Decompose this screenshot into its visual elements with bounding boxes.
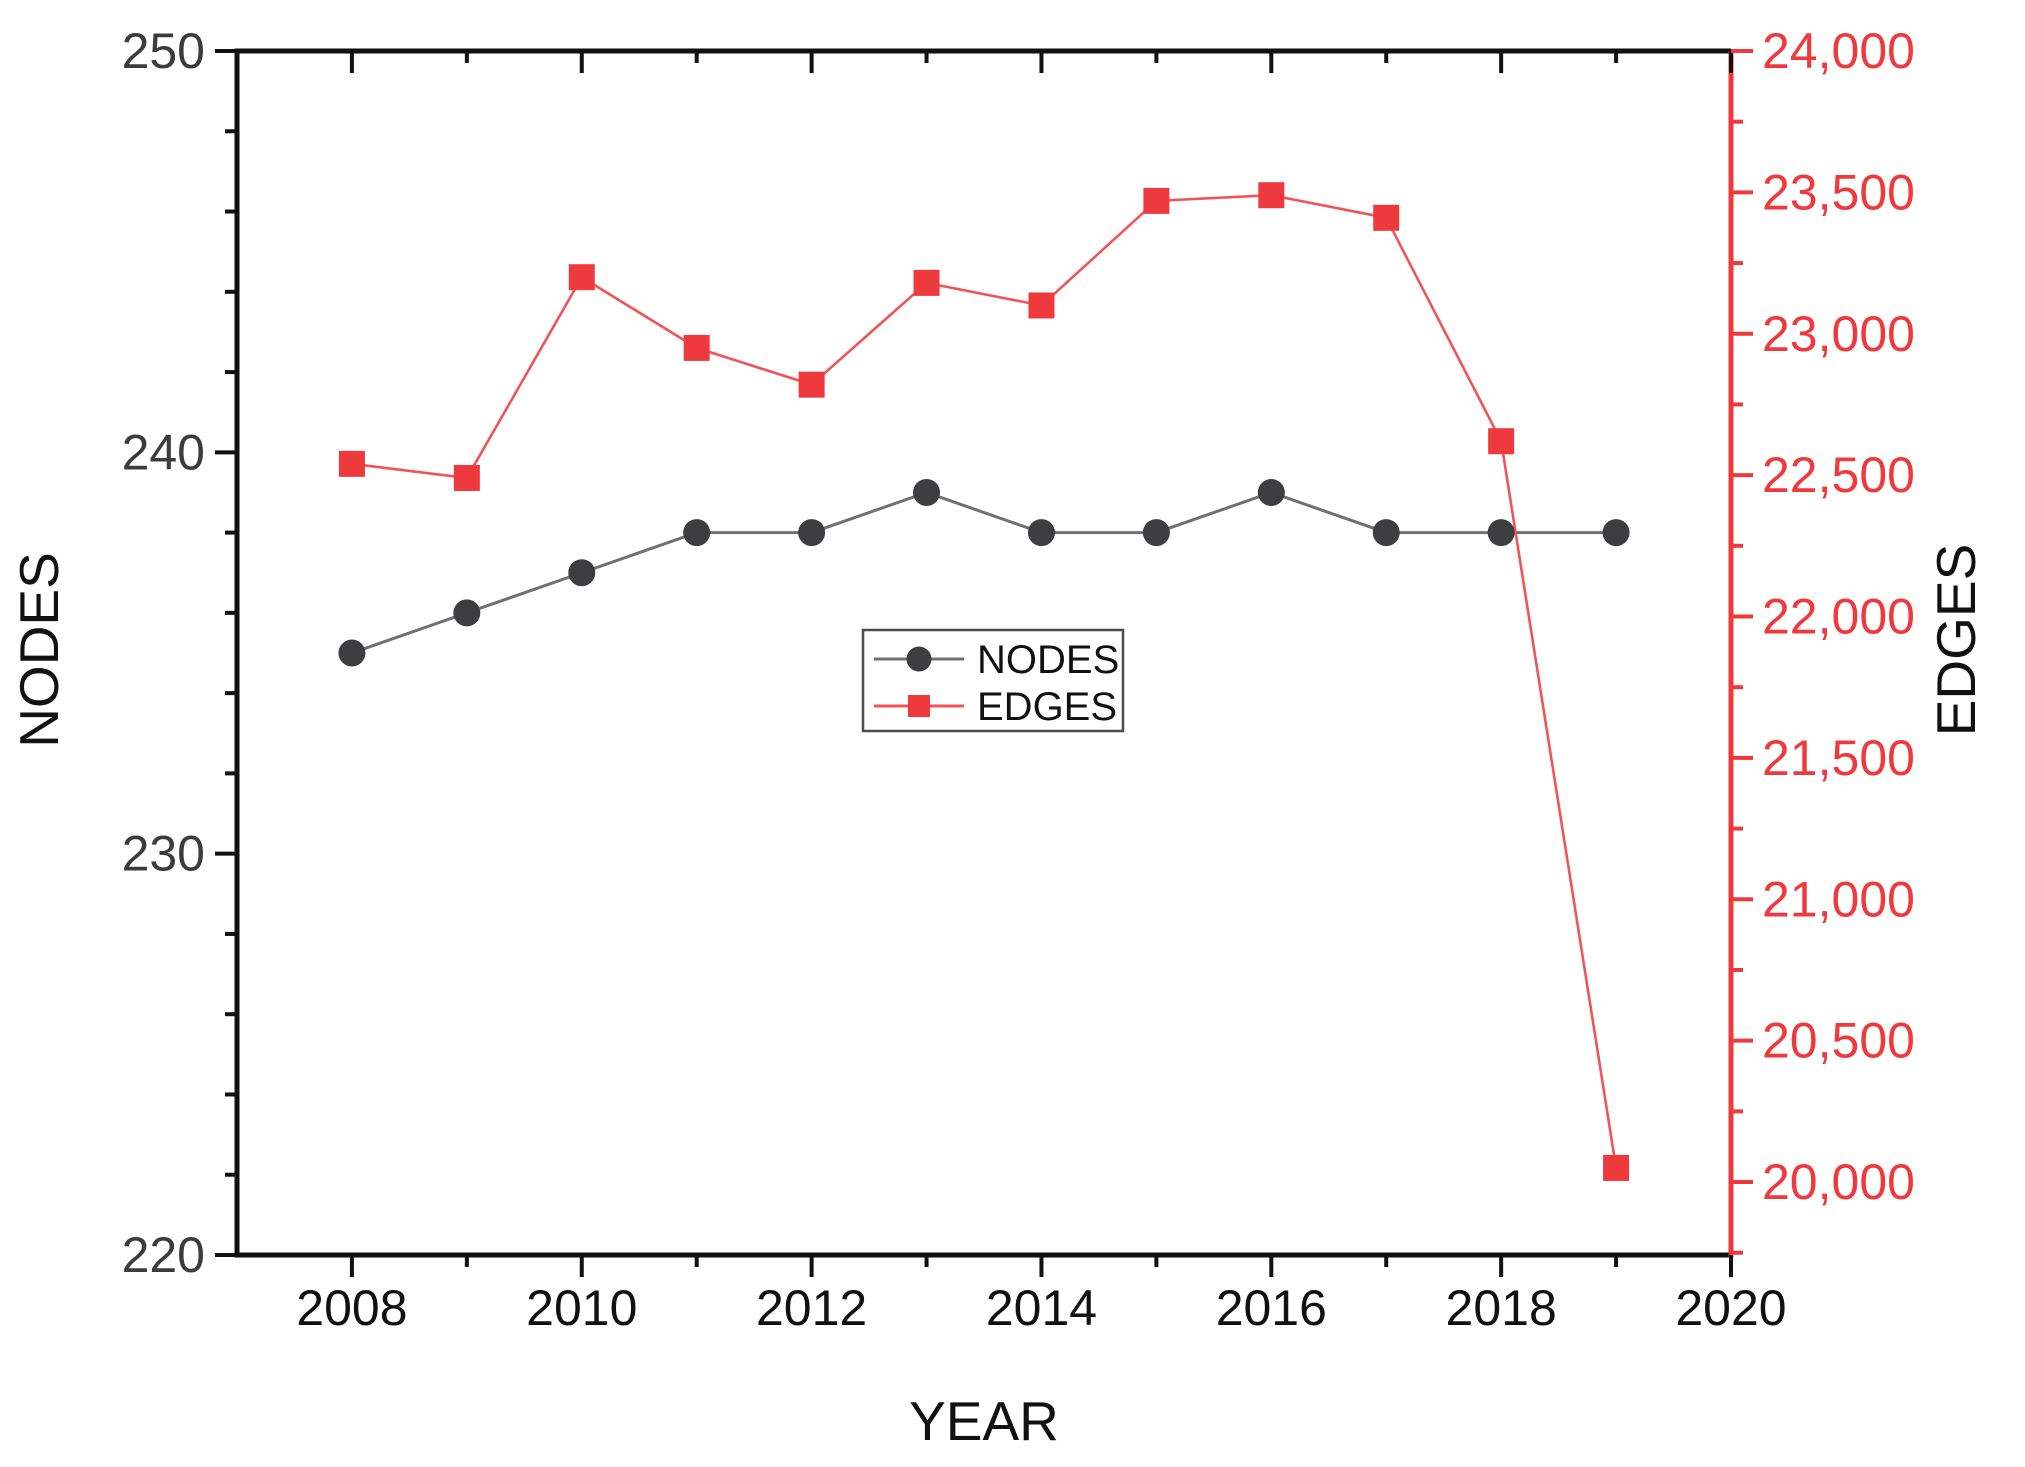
nodes-data-point: [798, 519, 826, 547]
nodes-data-point: [1487, 519, 1515, 547]
nodes-data-point: [1372, 519, 1400, 547]
x-axis-title: YEAR: [909, 1390, 1059, 1452]
right-tick-label: 22,000: [1762, 589, 1915, 645]
x-tick-label: 2014: [986, 1280, 1097, 1336]
edges-data-point: [1143, 187, 1170, 214]
left-tick-label: 220: [122, 1227, 205, 1283]
edges-data-point: [798, 371, 825, 398]
edges-data-point: [683, 334, 710, 361]
x-tick-label: 2010: [526, 1280, 637, 1336]
legend-entry-edges: EDGES: [874, 685, 1117, 729]
legend-nodes-marker-icon: [906, 646, 932, 672]
plot-area: 2008 2010 2012 2014 2016 2018 2020 220 230 240 250…: [122, 23, 1915, 1336]
edges-data-point: [568, 264, 595, 291]
edges-data-point: [1258, 182, 1285, 209]
nodes-data-point: [1142, 519, 1170, 547]
left-tick-label: 240: [122, 424, 205, 480]
nodes-data-point: [338, 639, 366, 667]
right-tick-label: 23,000: [1762, 306, 1915, 362]
nodes-data-point: [913, 478, 941, 506]
x-tick-label: 2012: [756, 1280, 867, 1336]
x-tick-label: 2008: [296, 1280, 407, 1336]
nodes-data-point: [1257, 478, 1285, 506]
right-tick-label: 23,500: [1762, 164, 1915, 220]
legend-entry-nodes: NODES: [874, 638, 1119, 682]
edges-data-point: [1028, 292, 1055, 319]
right-tick-label: 20,000: [1762, 1154, 1915, 1210]
legend-edges-label: EDGES: [977, 685, 1117, 729]
right-tick-label: 24,000: [1762, 23, 1915, 79]
left-axis-title: NODES: [8, 552, 70, 748]
x-tick-label: 2018: [1446, 1280, 1557, 1336]
right-axis-title: EDGES: [1925, 544, 1987, 737]
right-tick-label: 21,000: [1762, 871, 1915, 927]
legend-box: [861, 628, 1125, 733]
right-tick-label: 22,500: [1762, 447, 1915, 503]
left-tick-label: 230: [122, 826, 205, 882]
legend: NODES EDGES: [861, 628, 1125, 733]
left-tick-label: 250: [122, 23, 205, 79]
x-tick-label: 2020: [1675, 1280, 1786, 1336]
edges-series-line: [351, 193, 1618, 1169]
edges-data-point: [913, 269, 940, 296]
legend-nodes-label: NODES: [977, 638, 1119, 682]
edges-data-point: [1603, 1154, 1630, 1181]
nodes-data-point: [568, 559, 596, 587]
nodes-data-point: [453, 599, 481, 627]
legend-edges-marker-icon: [908, 695, 930, 717]
nodes-data-point: [1602, 519, 1630, 547]
nodes-data-point: [1027, 519, 1055, 547]
nodes-series-line: [351, 490, 1617, 655]
x-tick-label: 2016: [1216, 1280, 1327, 1336]
right-tick-label: 20,500: [1762, 1013, 1915, 1069]
edges-data-point: [1373, 204, 1400, 231]
edges-data-point: [1488, 428, 1515, 455]
nodes-data-point: [683, 519, 711, 547]
edges-data-point: [338, 450, 365, 477]
right-tick-label: 21,500: [1762, 730, 1915, 786]
edges-data-point: [453, 464, 480, 491]
